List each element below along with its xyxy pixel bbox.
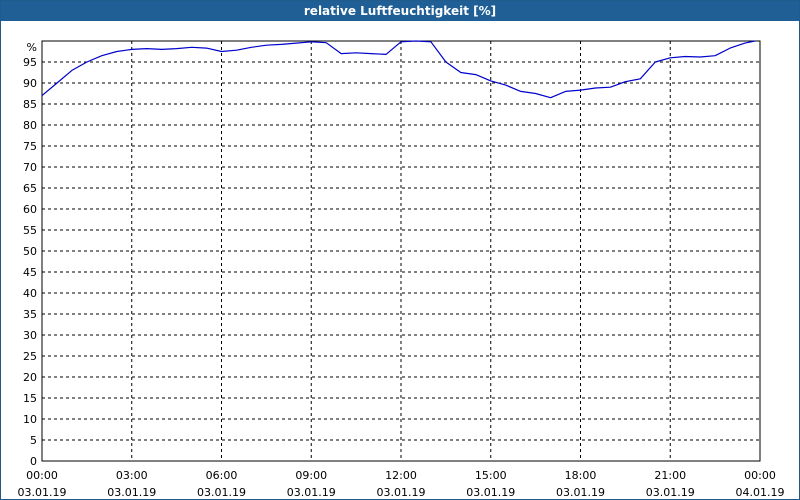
x-tick-date-label: 04.01.19 (736, 486, 785, 499)
plot-area-border (41, 40, 761, 462)
y-tick-label: 30 (23, 329, 37, 342)
x-tick-time-label: 15:00 (475, 469, 507, 482)
x-tick-time-label: 09:00 (295, 469, 327, 482)
series-layer (41, 40, 756, 99)
y-axis: 0 5 10 15 20 25 30 35 40 45 50 55 60 65 70 75 80 85 90 95% (23, 41, 37, 468)
x-axis: 00:00 03.01.19 03:00 03.01.19 06:00 03.01.19 0… (18, 469, 785, 499)
y-tick-label: 90 (23, 77, 37, 90)
y-tick-label: 25 (23, 350, 37, 363)
y-tick-label: 15 (23, 392, 37, 405)
x-tick-date-label: 03.01.19 (18, 486, 67, 499)
x-tick-date-label: 03.01.19 (556, 486, 605, 499)
x-tick-date-label: 03.01.19 (287, 486, 336, 499)
y-tick-label: 50 (23, 245, 37, 258)
y-tick-label: 70 (23, 161, 37, 174)
y-tick-label: 5 (30, 434, 37, 447)
x-tick-date-label: 03.01.19 (107, 486, 156, 499)
humidity-series-line (41, 40, 756, 99)
y-unit-label: % (27, 41, 37, 54)
y-tick-label: 95 (23, 56, 37, 69)
grid-layer (42, 41, 760, 461)
x-tick-time-label: 03:00 (116, 469, 148, 482)
x-tick-date-label: 03.01.19 (466, 486, 515, 499)
y-tick-label: 35 (23, 308, 37, 321)
y-tick-label: 10 (23, 413, 37, 426)
x-tick-time-label: 18:00 (565, 469, 597, 482)
x-tick-time-label: 00:00 (26, 469, 58, 482)
y-tick-label: 0 (30, 455, 37, 468)
y-tick-label: 75 (23, 140, 37, 153)
chart-title: relative Luftfeuchtigkeit [%] (303, 4, 497, 18)
x-tick-date-label: 03.01.19 (377, 486, 426, 499)
x-tick-time-label: 00:00 (744, 469, 776, 482)
x-tick-date-label: 03.01.19 (646, 486, 695, 499)
x-tick-date-label: 03.01.19 (197, 486, 246, 499)
y-tick-label: 65 (23, 182, 37, 195)
x-tick-time-label: 21:00 (654, 469, 686, 482)
y-tick-label: 20 (23, 371, 37, 384)
y-tick-label: 60 (23, 203, 37, 216)
y-tick-label: 85 (23, 98, 37, 111)
x-tick-time-label: 06:00 (206, 469, 238, 482)
x-tick-time-label: 12:00 (385, 469, 417, 482)
y-tick-label: 80 (23, 119, 37, 132)
y-tick-label: 40 (23, 287, 37, 300)
title-bar: relative Luftfeuchtigkeit [%] (1, 1, 799, 21)
y-tick-label: 55 (23, 224, 37, 237)
y-tick-label: 45 (23, 266, 37, 279)
